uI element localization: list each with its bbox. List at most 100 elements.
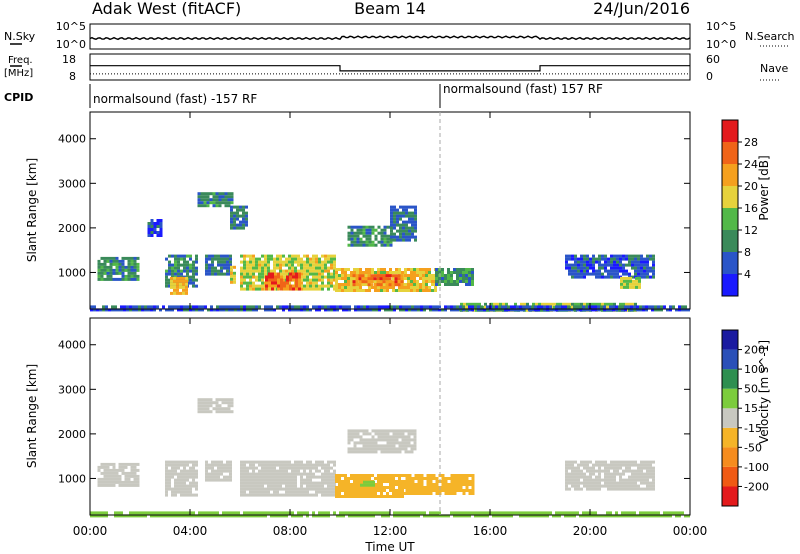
data-cell: [182, 288, 185, 292]
data-cell: [444, 280, 447, 283]
data-cell: [221, 195, 225, 199]
data-cell: [209, 192, 213, 196]
data-cell: [456, 274, 459, 277]
data-cell: [378, 305, 381, 309]
data-cell: [417, 492, 421, 495]
data-cell: [177, 472, 180, 476]
data-cell: [201, 514, 204, 518]
freq-tick-top: 18: [62, 53, 76, 66]
data-cell: [324, 475, 327, 479]
data-cell: [315, 490, 318, 494]
data-cell: [195, 475, 198, 479]
data-cell: [176, 282, 179, 286]
data-cell: [267, 472, 270, 476]
data-cell: [550, 302, 553, 306]
data-cell: [468, 483, 472, 486]
data-cell: [477, 514, 480, 518]
data-cell: [396, 217, 399, 221]
data-cell: [264, 460, 267, 464]
data-cell: [109, 480, 113, 484]
data-cell: [385, 277, 389, 281]
data-cell: [383, 438, 387, 442]
data-cell: [462, 474, 466, 477]
data-cell: [289, 275, 292, 279]
data-cell: [324, 257, 327, 261]
data-cell: [546, 511, 549, 515]
data-cell: [425, 286, 428, 289]
data-cell: [230, 223, 233, 227]
data-cell: [583, 466, 586, 470]
data-cell: [292, 287, 295, 291]
data-cell: [495, 305, 498, 309]
data-cell: [456, 277, 459, 280]
data-cell: [365, 477, 368, 480]
data-cell: [214, 460, 217, 464]
data-cell: [300, 511, 303, 515]
data-cell: [365, 228, 369, 232]
data-cell: [492, 308, 495, 312]
data-cell: [386, 289, 389, 292]
data-cell: [171, 463, 174, 467]
data-cell: [627, 305, 630, 309]
data-cell: [291, 463, 294, 467]
data-cell: [321, 481, 324, 485]
data-cell: [417, 486, 421, 489]
data-cell: [637, 272, 640, 276]
data-cell: [631, 475, 634, 479]
data-cell: [499, 302, 502, 306]
data-cell: [273, 469, 276, 473]
data-cell: [203, 410, 207, 414]
data-cell: [368, 492, 371, 495]
data-cell: [147, 308, 150, 312]
data-cell: [174, 490, 177, 494]
data-cell: [100, 265, 104, 269]
data-cell: [327, 481, 330, 485]
data-cell: [380, 271, 383, 274]
data-cell: [438, 277, 441, 280]
data-cell: [397, 277, 401, 281]
data-cell: [435, 280, 438, 283]
data-cell: [367, 283, 371, 287]
data-cell: [264, 269, 267, 273]
data-cell: [365, 450, 369, 454]
data-cell: [408, 305, 411, 309]
data-cell: [356, 240, 360, 244]
data-cell: [335, 489, 338, 492]
data-cell: [115, 471, 119, 475]
data-cell: [233, 217, 236, 221]
data-cell: [672, 511, 675, 515]
data-cell: [453, 308, 456, 312]
data-cell: [405, 208, 408, 212]
data-cell: [417, 511, 420, 515]
data-cell: [350, 447, 354, 451]
data-cell: [226, 478, 229, 482]
data-cell: [165, 257, 168, 261]
data-cell: [208, 472, 211, 476]
data-cell: [371, 271, 374, 274]
data-cell: [489, 308, 492, 312]
data-cell: [441, 474, 445, 477]
data-cell: [589, 260, 592, 264]
data-cell: [411, 489, 415, 492]
data-cell: [631, 481, 634, 485]
data-cell: [318, 275, 321, 279]
data-cell: [619, 460, 622, 464]
data-cell: [353, 477, 356, 480]
data-cell: [300, 481, 303, 485]
data-cell: [318, 287, 321, 291]
data-cell: [249, 487, 252, 491]
data-cell: [230, 192, 234, 196]
data-cell: [168, 278, 171, 282]
data-cell: [425, 274, 428, 277]
data-cell: [402, 220, 405, 224]
data-cell: [282, 260, 285, 264]
data-cell: [271, 272, 274, 276]
data-cell: [392, 271, 395, 274]
data-cell: [591, 305, 594, 309]
data-cell: [391, 283, 395, 287]
data-cell: [176, 291, 179, 295]
data-cell: [383, 231, 387, 235]
data-cell: [598, 260, 601, 264]
data-cell: [112, 477, 116, 481]
data-cell: [341, 283, 344, 286]
